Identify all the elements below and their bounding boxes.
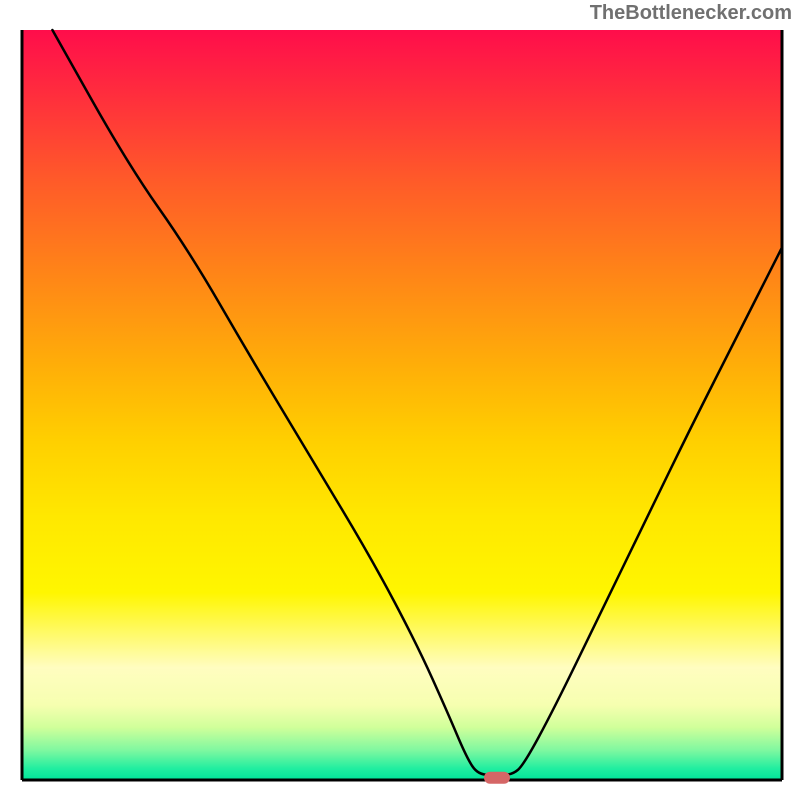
chart-svg [0, 0, 800, 800]
bottleneck-chart [0, 0, 800, 800]
optimal-marker [484, 772, 510, 784]
chart-background [22, 30, 782, 780]
